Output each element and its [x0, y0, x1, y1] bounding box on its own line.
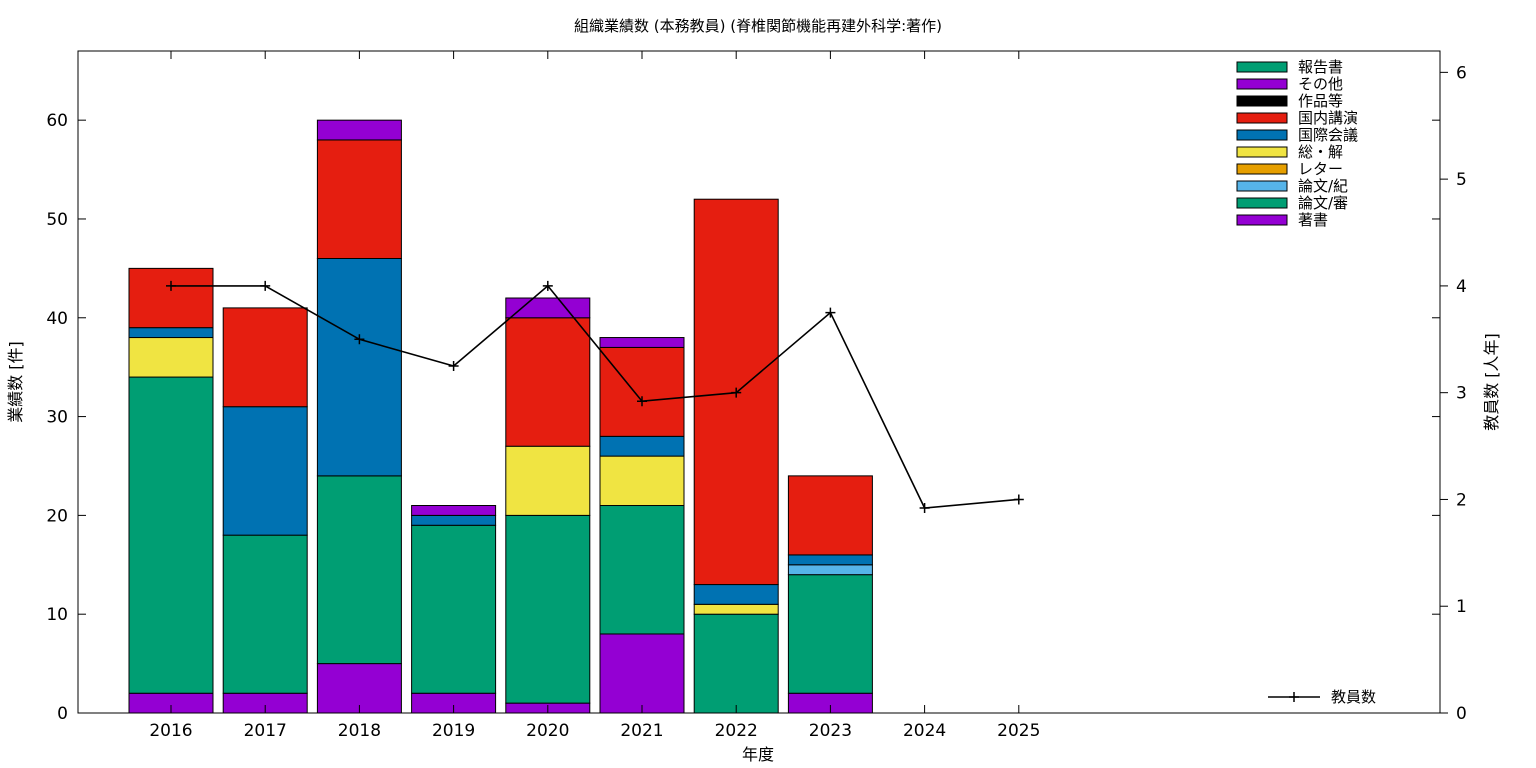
bar-segment: [599, 455, 685, 507]
teacher-count-point: [637, 396, 647, 407]
bar-segment: [505, 297, 591, 319]
line-legend-marker: [1289, 692, 1299, 702]
teacher-count-point: [166, 280, 176, 291]
legend-swatch: [1236, 146, 1288, 158]
y-tick-label: 50: [46, 210, 68, 230]
legend-label: その他: [1298, 75, 1343, 93]
x-axis-title: 年度: [742, 745, 774, 764]
bar-segment: [411, 524, 497, 694]
x-tick-label: 2018: [338, 721, 381, 741]
x-tick-label: 2023: [809, 721, 852, 741]
y2-tick-label: 4: [1456, 277, 1467, 297]
bar-segment: [599, 346, 685, 437]
bar-segment: [411, 505, 497, 516]
ticks-layer: 0 10 20 30 40 50 60 0 1 2 3 4 5 6 2016 2017 2018 2019 2020…: [46, 51, 1467, 741]
legend-swatch: [1236, 112, 1288, 124]
legend-swatch: [1236, 78, 1288, 90]
y-tick-label: 20: [46, 506, 68, 526]
y-tick-label: 10: [46, 605, 68, 625]
teacher-count-point: [542, 280, 553, 291]
legend-swatch: [1236, 214, 1288, 226]
y2-tick-label: 2: [1456, 490, 1467, 510]
y2-axis-title: 教員数 [人年]: [1482, 333, 1501, 431]
bar-segment: [599, 337, 685, 348]
legend-label: 論文/審: [1298, 194, 1348, 212]
bar-segment: [505, 445, 591, 516]
x-tick-label: 2025: [997, 721, 1040, 741]
bar-segment: [128, 327, 214, 339]
legend-label: 国際会議: [1298, 126, 1358, 144]
y-axis-title: 業績数 [件]: [6, 341, 25, 423]
x-tick-label: 2016: [149, 721, 192, 741]
bar-segment: [599, 633, 685, 714]
bar-segment: [787, 554, 873, 566]
legend-swatch: [1236, 95, 1288, 107]
legend-label: レター: [1298, 160, 1343, 178]
bar-segment: [787, 574, 873, 694]
legend-swatch: [1236, 61, 1288, 73]
y2-tick-label: 5: [1456, 170, 1467, 190]
x-tick-label: 2017: [244, 721, 287, 741]
bar-segment: [505, 514, 591, 704]
bar-segment: [316, 475, 402, 665]
teacher-count-point: [260, 280, 271, 291]
plot-frame: [77, 50, 1441, 714]
y2-tick-label: 1: [1456, 597, 1467, 617]
bar-segment: [316, 119, 402, 141]
teacher-count-point: [731, 387, 742, 398]
bar-segment: [222, 307, 308, 408]
bar-segment: [128, 337, 214, 378]
legend-label: 作品等: [1298, 92, 1343, 110]
bar-segment: [599, 505, 685, 635]
teacher-count-point: [354, 334, 365, 345]
bar-segment: [128, 376, 214, 694]
line-legend-label: 教員数: [1331, 688, 1376, 706]
y-tick-label: 40: [46, 309, 68, 329]
legend-label: 著書: [1298, 211, 1328, 229]
x-tick-label: 2022: [715, 721, 758, 741]
bar-segment: [505, 317, 591, 447]
bar-segment: [411, 514, 497, 526]
teacher-count-point: [919, 502, 930, 513]
y-tick-label: 60: [46, 111, 68, 131]
legend-swatch: [1236, 197, 1288, 209]
teacher-count-line: [171, 284, 1019, 509]
x-tick-label: 2021: [620, 721, 663, 741]
y-tick-label: 30: [46, 408, 68, 428]
bar-segment: [787, 564, 873, 576]
teacher-count-line-layer: [166, 280, 1024, 513]
bar-segment: [787, 475, 873, 556]
legend-label: 論文/紀: [1298, 177, 1348, 195]
bar-segment: [316, 139, 402, 259]
bar-segment: [693, 603, 779, 615]
y-tick-label: 0: [57, 704, 68, 724]
bar-segment: [693, 613, 779, 714]
legend-label: 総・解: [1298, 143, 1343, 161]
bar-segment: [316, 257, 402, 477]
teacher-count-point: [1013, 494, 1024, 505]
bar-segment: [128, 267, 214, 329]
legend-swatch: [1236, 180, 1288, 192]
x-tick-label: 2024: [903, 721, 946, 741]
legend-swatch: [1236, 163, 1288, 175]
legend-swatch: [1236, 129, 1288, 141]
teacher-count-point: [448, 360, 459, 371]
bar-segment: [222, 534, 308, 694]
line-legend: 教員数: [1268, 688, 1376, 706]
bar-segment: [599, 435, 685, 457]
y2-tick-label: 0: [1456, 704, 1467, 724]
chart-title: 組織業績数 (本務教員) (脊椎関節機能再建外科学:著作): [574, 17, 942, 35]
teacher-count-point: [825, 307, 836, 318]
x-tick-label: 2020: [526, 721, 569, 741]
legend-label: 報告書: [1298, 58, 1343, 76]
x-tick-label: 2019: [432, 721, 475, 741]
bar-segment: [222, 406, 308, 536]
y2-tick-label: 6: [1456, 63, 1467, 83]
legend-label: 国内講演: [1298, 109, 1358, 127]
bar-segment: [693, 584, 779, 605]
y2-tick-label: 3: [1456, 384, 1467, 404]
bars-layer: [128, 119, 873, 714]
